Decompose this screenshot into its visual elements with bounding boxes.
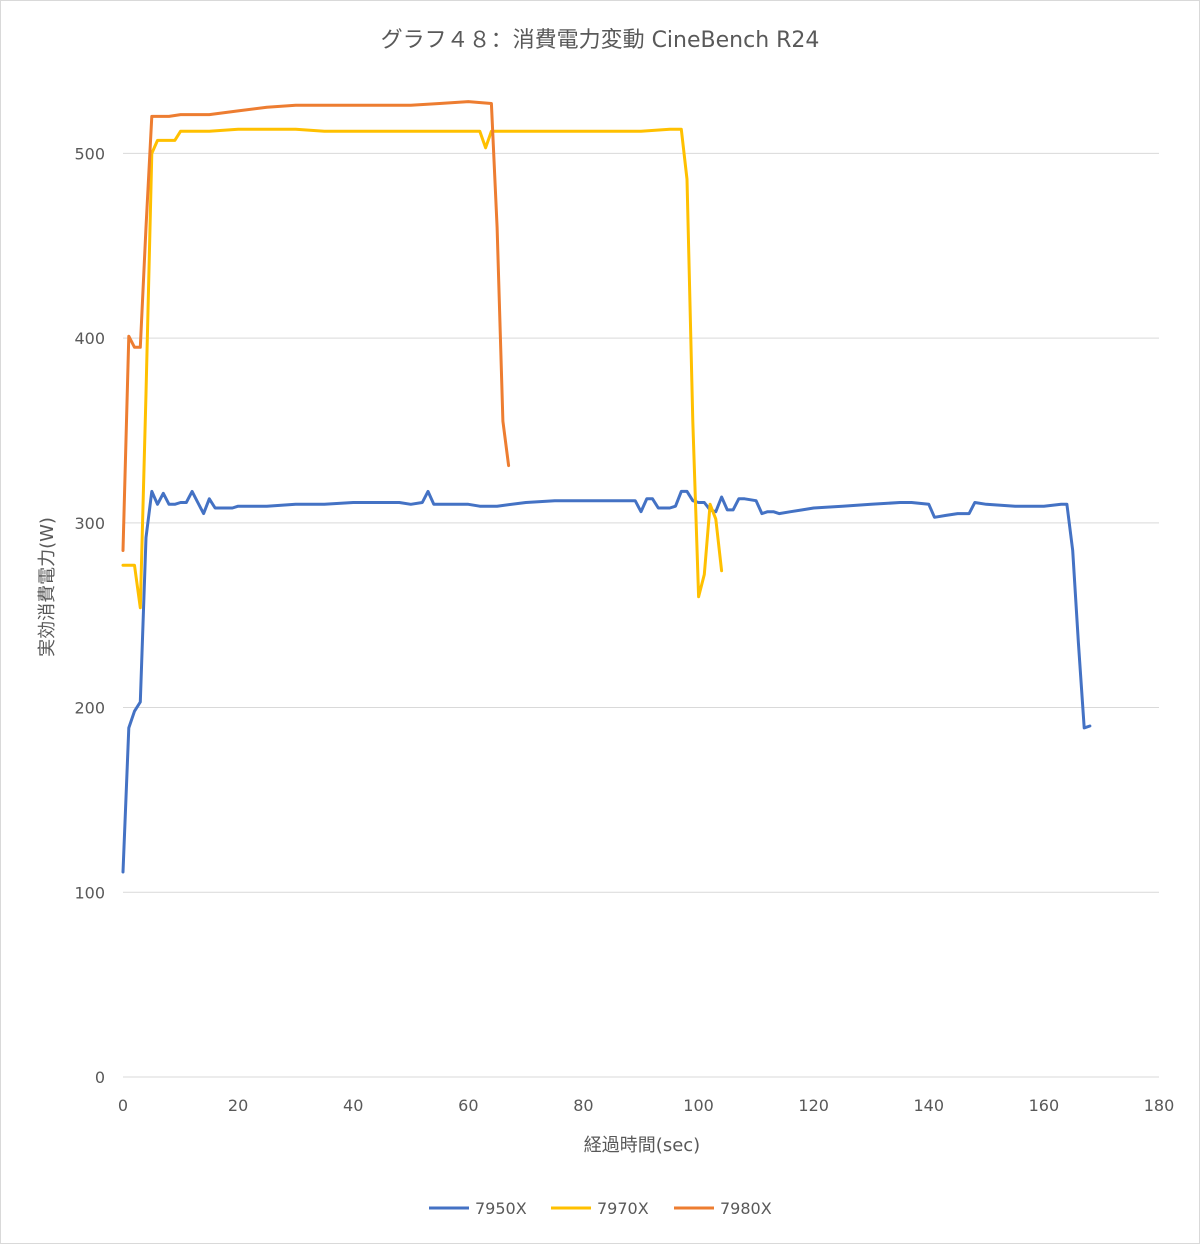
y-tick-label: 0 <box>95 1068 105 1087</box>
x-tick-label: 80 <box>573 1096 593 1115</box>
x-tick-label: 20 <box>228 1096 248 1115</box>
y-tick-label: 500 <box>74 144 105 163</box>
chart-title: グラフ４８：消費電力変動 CineBench R24 <box>381 28 820 53</box>
x-tick-label: 140 <box>914 1096 945 1115</box>
series-line-7970x <box>121 127 724 610</box>
gridlines <box>123 152 1159 893</box>
legend-label: 7980X <box>720 1199 772 1218</box>
y-tick-label: 300 <box>74 514 105 533</box>
x-axis-title: 経過時間(sec) <box>584 1135 700 1156</box>
y-tick-label: 200 <box>74 699 105 718</box>
x-tick-label: 180 <box>1144 1096 1175 1115</box>
series-line-7950x <box>121 489 1092 874</box>
y-tick-label: 400 <box>74 329 105 348</box>
x-tick-label: 100 <box>683 1096 714 1115</box>
legend-label: 7970X <box>597 1199 649 1218</box>
series-layer <box>121 100 1092 874</box>
y-axis-title: 実効消費電力(W) <box>37 517 58 657</box>
legend-item-7970x: 7970X <box>551 1199 649 1218</box>
x-tick-label: 120 <box>798 1096 829 1115</box>
legend-item-7980x: 7980X <box>674 1199 772 1218</box>
x-tick-label: 40 <box>343 1096 363 1115</box>
legend: 7950X 7970X 7980X <box>429 1199 772 1218</box>
x-tick-label: 160 <box>1029 1096 1060 1115</box>
x-tick-label: 0 <box>118 1096 128 1115</box>
axes: 0 100 200 300 400 500 0 20 40 60 80 100 120 140 160 180 <box>74 144 1174 1115</box>
series-line-7980x <box>121 100 511 552</box>
legend-item-7950x: 7950X <box>429 1199 527 1218</box>
y-tick-label: 100 <box>74 883 105 902</box>
legend-label: 7950X <box>475 1199 527 1218</box>
x-tick-label: 60 <box>458 1096 478 1115</box>
